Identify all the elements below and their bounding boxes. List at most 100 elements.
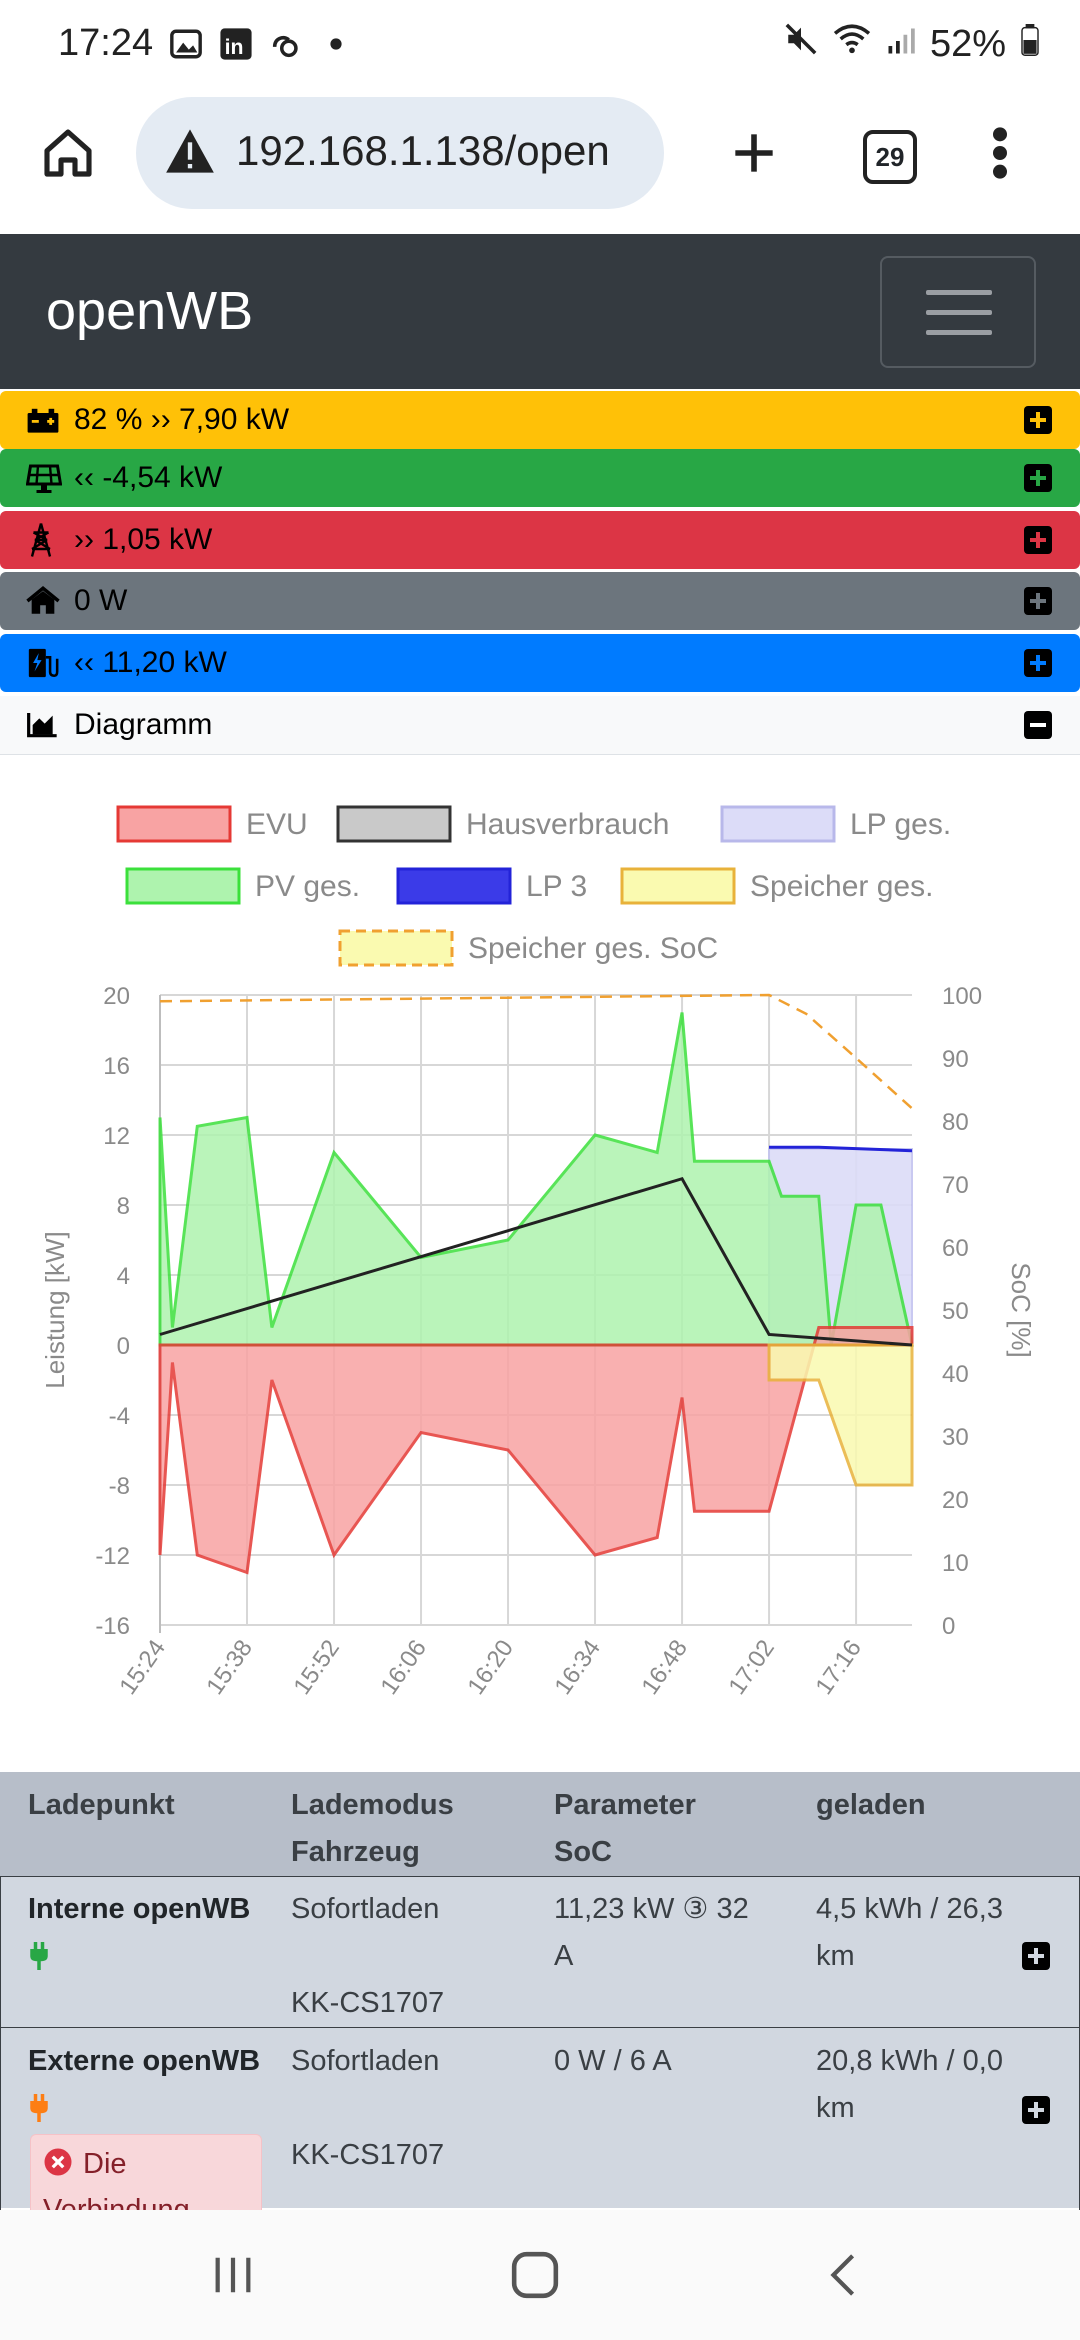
chargepoint-name: Externe openWB	[28, 2045, 261, 2077]
chargepoint-name: Interne openWB	[28, 1893, 251, 1925]
header-geladen: geladen	[816, 1789, 926, 1821]
grid-row[interactable]: ›› 1,05 kW	[0, 511, 1080, 569]
legend-item: LP 3	[396, 867, 587, 905]
expand-icon[interactable]	[1024, 406, 1052, 434]
table-header	[0, 1772, 1080, 1876]
expand-icon[interactable]	[1024, 587, 1052, 615]
url-bar[interactable]: 192.168.1.138/open	[136, 97, 664, 209]
y2-axis-label: SoC [%]	[1006, 1262, 1036, 1357]
y-tick-label: -4	[109, 1403, 130, 1430]
legend-swatch	[116, 805, 232, 843]
y-axis-label: Leistung [kW]	[40, 1231, 70, 1389]
y-tick-label: 20	[103, 983, 130, 1010]
charge-parameter: 11,23 kW ③ 32	[554, 1893, 749, 1925]
legend-swatch	[620, 867, 736, 905]
legend-label: Speicher ges.	[750, 870, 933, 903]
expand-icon[interactable]	[1024, 649, 1052, 677]
battery-row[interactable]: 82 % ›› 7,90 kW	[0, 391, 1080, 449]
y2-tick-label: 70	[942, 1172, 969, 1199]
legend-label: PV ges.	[255, 870, 360, 903]
y2-tick-label: 10	[942, 1550, 969, 1577]
x-tick-label: 16:34	[549, 1635, 606, 1700]
navbar: openWB	[0, 234, 1080, 389]
y-tick-label: -12	[95, 1543, 130, 1570]
charge-mode[interactable]: Sofortladen	[291, 1893, 440, 1925]
battery-percent: 52%	[929, 22, 1006, 65]
header-lademodus: Lademodus	[291, 1789, 454, 1821]
brand-title[interactable]: openWB	[46, 281, 254, 341]
legend-label: EVU	[246, 808, 308, 841]
legend-swatch	[720, 805, 836, 843]
power-chart: EVU Hausverbrauch LP ges. PV ges. LP 3 Speich…	[40, 805, 1036, 1700]
legend-item: PV ges.	[125, 867, 360, 905]
expand-icon[interactable]	[1022, 2096, 1050, 2124]
y2-tick-label: 100	[942, 983, 982, 1010]
back-icon[interactable]	[820, 2250, 866, 2305]
y2-tick-label: 90	[942, 1046, 969, 1073]
plug-icon	[28, 2094, 50, 2127]
browser-toolbar: 192.168.1.138/open 29	[0, 95, 1080, 230]
url-text[interactable]: 192.168.1.138/open	[236, 127, 610, 174]
legend-item: Hausverbrauch	[336, 805, 669, 843]
legend-swatch	[336, 805, 452, 843]
legend-swatch	[338, 929, 454, 967]
grid-status: ›› 1,05 kW	[74, 523, 213, 556]
legend-label: LP 3	[526, 870, 587, 903]
power-tower-icon	[26, 522, 66, 558]
y2-tick-label: 20	[942, 1487, 969, 1514]
header-ladepunkt: Ladepunkt	[28, 1789, 175, 1821]
legend-item: Speicher ges.	[620, 867, 933, 905]
y2-tick-label: 80	[942, 1109, 969, 1136]
y-tick-label: 8	[117, 1193, 130, 1220]
chargepoint-table: Ladepunkt Lademodus Fahrzeug Parameter S…	[0, 1772, 1080, 2217]
x-tick-label: 15:52	[288, 1635, 345, 1700]
charging-row[interactable]: ‹‹ 11,20 kW	[0, 634, 1080, 692]
expand-icon[interactable]	[1022, 1942, 1050, 1970]
warning-icon[interactable]	[164, 127, 216, 180]
plug-icon	[28, 1942, 50, 1975]
house-row[interactable]: 0 W	[0, 572, 1080, 630]
clock: 17:24	[58, 22, 154, 64]
more-menu-icon[interactable]	[988, 125, 1012, 186]
house-icon	[26, 586, 66, 616]
expand-icon[interactable]	[1024, 464, 1052, 492]
legend-swatch	[396, 867, 512, 905]
x-tick-label: 16:20	[462, 1635, 519, 1700]
pv-row[interactable]: ‹‹ -4,54 kW	[0, 449, 1080, 507]
charged-energy: 4,5 kWh / 26,3	[816, 1893, 1003, 1925]
header-parameter: Parameter	[554, 1789, 696, 1821]
error-alert: Die Verbindung	[30, 2134, 262, 2216]
charged-energy-unit: km	[816, 1940, 855, 1972]
error-text-continued: Verbindung	[43, 2194, 190, 2216]
menu-toggle-button[interactable]	[880, 256, 1036, 368]
y2-tick-label: 30	[942, 1424, 969, 1451]
chart-plot-area	[158, 993, 914, 1575]
error-text: Die	[83, 2148, 127, 2180]
home-button-icon[interactable]	[510, 2250, 560, 2305]
collapse-icon[interactable]	[1024, 711, 1052, 739]
legend-label: Hausverbrauch	[466, 808, 669, 841]
y2-tick-label: 60	[942, 1235, 969, 1262]
legend-label: LP ges.	[850, 808, 951, 841]
charged-energy: 20,8 kWh / 0,0	[816, 2045, 1003, 2077]
home-icon[interactable]	[40, 125, 96, 186]
new-tab-icon[interactable]	[726, 125, 782, 186]
x-tick-label: 17:02	[723, 1635, 780, 1700]
y-tick-label: -16	[95, 1613, 130, 1640]
car-battery-icon	[26, 406, 66, 434]
battery-icon	[1020, 23, 1040, 66]
vehicle-name: KK-CS1707	[291, 1987, 445, 2019]
area-chart-icon	[26, 711, 66, 739]
x-tick-label: 16:48	[636, 1635, 693, 1700]
legend-swatch	[125, 867, 241, 905]
legend-item: EVU	[116, 805, 308, 843]
tab-switcher-button[interactable]: 29	[863, 130, 917, 184]
charge-mode[interactable]: Sofortladen	[291, 2045, 440, 2077]
expand-icon[interactable]	[1024, 526, 1052, 554]
series-area-pv-ges	[158, 1012, 914, 1347]
system-navigation-bar	[0, 2210, 1080, 2340]
legend-item: Speicher ges. SoC	[338, 929, 718, 967]
diagram-row[interactable]: Diagramm	[0, 696, 1080, 755]
error-icon	[43, 2147, 73, 2182]
recent-apps-icon[interactable]	[210, 2252, 256, 2303]
